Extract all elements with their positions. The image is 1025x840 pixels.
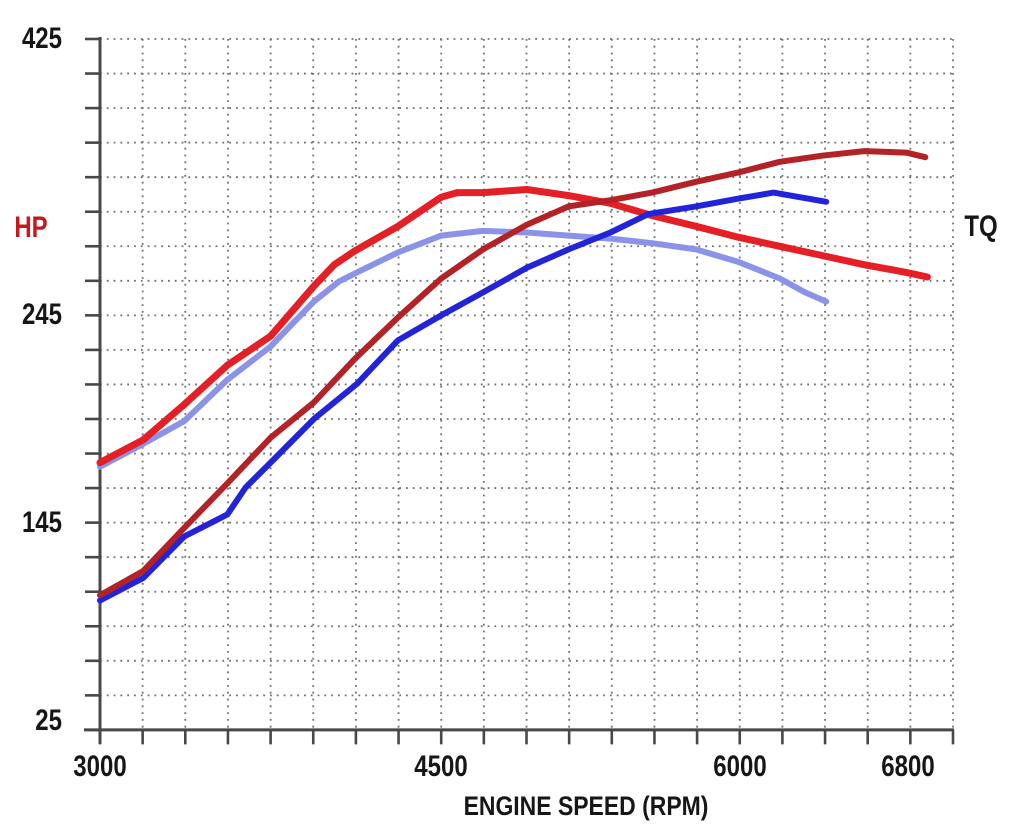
y-tick-label-245: 245 <box>21 298 62 332</box>
x-axis-title: ENGINE SPEED (RPM) <box>463 791 709 821</box>
x-tick-label-3000: 3000 <box>73 750 127 783</box>
x-tick-label-6800: 6800 <box>881 750 936 783</box>
y-tick-label-425: 425 <box>21 22 62 55</box>
x-tick-label-4500: 4500 <box>414 750 468 783</box>
hp-axis-label: HP <box>14 211 48 244</box>
hp-blue-curve <box>97 189 830 604</box>
x-tick-label-6000: 6000 <box>713 750 767 783</box>
tq-axis-label: TQ <box>964 210 998 243</box>
y-tick-label-145: 145 <box>21 505 62 539</box>
y-tick-label-25: 25 <box>35 704 62 737</box>
tq-blue-curve <box>97 227 830 470</box>
tq-red-curve <box>96 186 931 467</box>
hp-red-curve <box>97 148 929 599</box>
